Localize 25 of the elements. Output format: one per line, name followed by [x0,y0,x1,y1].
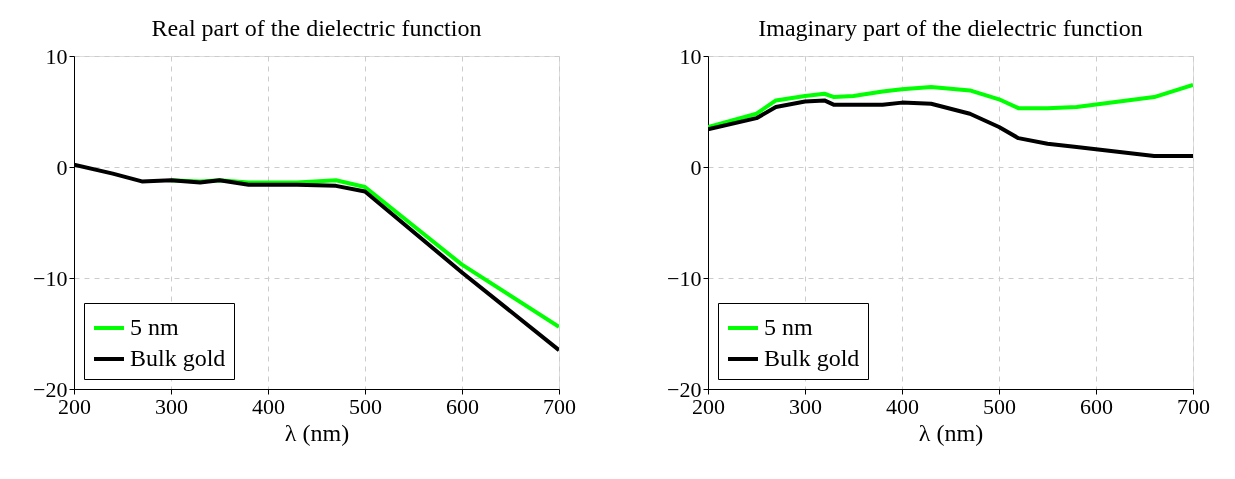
y-tick-label: 10 [679,43,702,69]
x-tick-label: 500 [349,393,382,419]
legend-label: Bulk gold [130,345,226,371]
chart-title: Real part of the dielectric function [151,15,482,41]
line-series [708,82,1193,130]
y-tick-label: −10 [33,265,68,291]
y-tick-label: 0 [56,154,68,180]
x-tick-label: 500 [983,393,1016,419]
x-tick-label: 600 [446,393,479,419]
y-tick-label: 10 [45,43,68,69]
y-tick-label: 0 [690,154,702,180]
x-tick-label: 300 [155,393,188,419]
x-tick-label: 600 [1080,393,1113,419]
x-axis-title: λ (nm) [284,419,350,446]
y-tick-label: −10 [667,265,702,291]
x-tick-label: 400 [252,393,285,419]
chart-title: Imaginary part of the dielectric function [758,15,1143,41]
x-tick-label: 700 [543,393,576,419]
legend-label: 5 nm [764,314,813,340]
legend-label: 5 nm [130,314,179,340]
x-tick-label: 400 [886,393,919,419]
x-axis-title: λ (nm) [918,419,984,446]
legend-label: Bulk gold [764,345,860,371]
x-tick-label: 300 [789,393,822,419]
x-tick-label: 700 [1177,393,1210,419]
